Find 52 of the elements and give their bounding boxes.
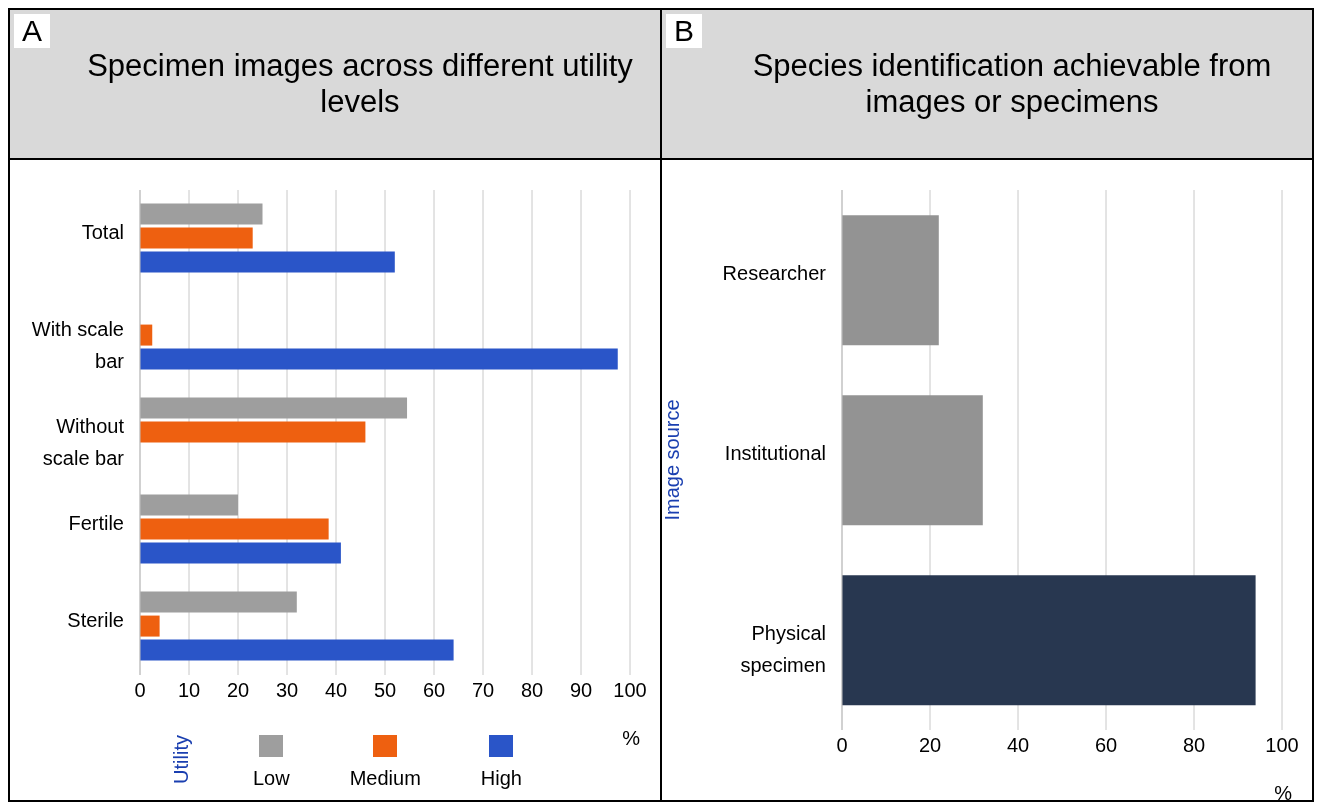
legend-title: Utility [170, 735, 193, 784]
x-tick-label: 70 [471, 679, 495, 702]
bar [140, 494, 238, 516]
x-axis-title: % [1274, 782, 1293, 804]
x-tick-label: 10 [177, 679, 201, 702]
bar [842, 575, 1256, 706]
legend-label: Medium [349, 767, 421, 790]
x-tick-label: 80 [1182, 734, 1206, 757]
bar [140, 639, 454, 661]
x-tick-label: 0 [134, 679, 146, 702]
x-tick-label: 20 [226, 679, 250, 702]
y-tick-label: Researcher [722, 262, 827, 284]
y-tick-label: Total [81, 220, 124, 243]
bar [842, 215, 939, 346]
bar [140, 397, 408, 419]
bar [140, 348, 618, 370]
bar [140, 591, 297, 613]
x-tick-label: 100 [613, 679, 647, 702]
bar [842, 395, 983, 526]
bar [140, 227, 253, 249]
bar [140, 518, 329, 540]
bar [140, 251, 395, 273]
y-tick-label: Institutional [724, 442, 826, 464]
bar [140, 324, 153, 346]
x-tick-label: 60 [1094, 734, 1118, 757]
x-tick-label: 0 [836, 734, 848, 757]
y-tick-label: Without scale bar [42, 414, 125, 469]
x-tick-label: 60 [422, 679, 446, 702]
x-tick-label: 50 [373, 679, 397, 702]
text: B [666, 14, 703, 48]
x-tick-label: 40 [1006, 734, 1030, 757]
text: A [14, 14, 51, 48]
x-tick-label: 80 [520, 679, 544, 702]
chart-title: Species identification achievable from images or specimens [751, 48, 1273, 120]
bar [140, 203, 263, 225]
legend-label: Low [253, 767, 290, 790]
bar [140, 421, 366, 443]
x-axis-title: % [622, 727, 641, 749]
y-axis-title: Image source [661, 399, 684, 521]
x-tick-label: 30 [275, 679, 299, 702]
x-tick-label: 90 [569, 679, 593, 702]
bar [140, 615, 160, 637]
x-tick-label: 100 [1265, 734, 1299, 757]
x-tick-label: 20 [918, 734, 942, 757]
y-tick-label: Fertile [68, 511, 124, 534]
bar [140, 542, 341, 564]
y-tick-label: Sterile [67, 608, 124, 631]
y-tick-label: Physical specimen [740, 622, 826, 676]
chart-title: Specimen images across different utility levels [86, 48, 634, 120]
x-tick-label: 40 [324, 679, 348, 702]
y-tick-label: With scale bar [31, 317, 125, 372]
legend-label: High [480, 767, 522, 790]
